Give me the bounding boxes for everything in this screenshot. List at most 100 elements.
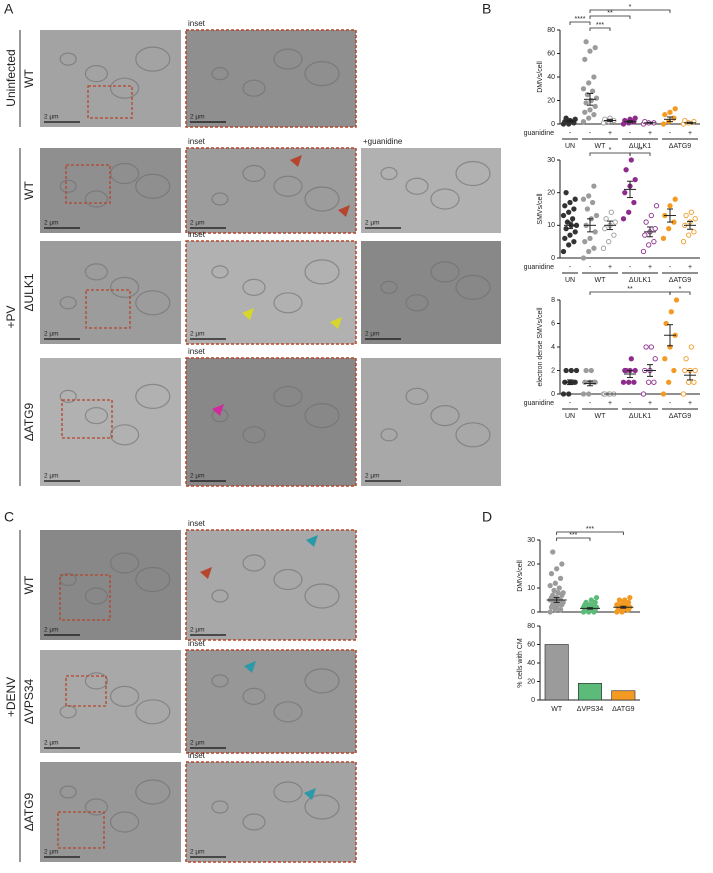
texture: [135, 290, 171, 316]
row-label: guanidine: [524, 264, 554, 271]
y-tick-label: 4: [551, 344, 555, 351]
texture: [380, 166, 398, 181]
data-point: [563, 190, 569, 196]
data-point: [686, 379, 692, 385]
y-tick-label: 10: [547, 222, 555, 229]
data-point: [560, 248, 567, 255]
data-point: [582, 109, 588, 115]
data-point: [591, 183, 597, 189]
condition-label: -: [669, 400, 672, 407]
data-point: [584, 206, 591, 212]
data-point: [652, 225, 658, 232]
scale-label: 2 µm: [44, 627, 59, 634]
micrograph: [186, 650, 356, 753]
texture: [84, 190, 109, 208]
scale-label: 2 µm: [190, 331, 205, 338]
data-point: [668, 309, 674, 315]
inset-box: [59, 574, 111, 621]
data-point: [627, 594, 633, 601]
inset-label: inset: [188, 519, 206, 528]
data-point: [646, 379, 652, 385]
data-point: [554, 566, 560, 572]
condition-label: +: [688, 264, 692, 271]
texture: [109, 552, 140, 574]
data-point: [643, 344, 649, 350]
data-point: [588, 367, 594, 374]
scale-label: 2 µm: [44, 849, 59, 856]
data-point: [621, 597, 628, 603]
texture: [242, 687, 266, 705]
group-label: WT: [595, 277, 607, 284]
data-point: [632, 176, 638, 183]
significance-bracket: [556, 537, 591, 541]
inset-frame: [185, 240, 357, 345]
y-tick-label: 40: [527, 660, 535, 667]
data-point: [620, 216, 627, 222]
data-point: [550, 549, 556, 555]
data-point: [560, 590, 566, 596]
data-point: [555, 590, 561, 596]
condition-label: -: [629, 130, 632, 137]
data-point: [587, 107, 593, 113]
condition-label: +DENV: [4, 677, 18, 717]
data-point: [572, 196, 578, 202]
group-label: ΔULK1: [629, 143, 651, 150]
data-point: [673, 297, 680, 303]
data-point: [593, 212, 600, 219]
texture: [135, 173, 171, 199]
y-tick-label: 30: [527, 537, 535, 544]
y-tick-label: 60: [547, 50, 555, 57]
micrograph: [40, 30, 181, 127]
data-point: [691, 229, 697, 235]
data-point: [667, 203, 673, 209]
data-point: [612, 219, 618, 225]
data-point: [580, 255, 587, 261]
data-point: [582, 56, 588, 63]
group-label: UN: [565, 413, 575, 420]
texture: [273, 781, 303, 803]
data-point: [591, 111, 597, 118]
data-point: [552, 580, 559, 586]
data-point: [680, 239, 687, 245]
panel-letter: D: [482, 509, 492, 525]
data-point: [586, 193, 592, 199]
texture: [59, 52, 77, 66]
significance-bracket: [569, 21, 591, 25]
condition-label: -: [589, 400, 592, 407]
condition-label: +: [648, 400, 652, 407]
data-point: [589, 88, 596, 94]
data-point: [672, 106, 678, 112]
y-tick-label: 60: [527, 641, 535, 648]
significance-label: **: [637, 147, 643, 154]
y-axis-label: % cells with CM: [517, 638, 524, 688]
panel-letter: B: [482, 1, 491, 17]
data-point: [688, 209, 694, 215]
group-label: ΔATG9: [669, 277, 692, 284]
data-point: [680, 391, 687, 397]
significance-label: ***: [569, 532, 577, 539]
data-point: [587, 235, 593, 242]
texture: [109, 77, 140, 99]
row-label: ΔATG9: [22, 792, 36, 831]
data-point: [640, 391, 647, 397]
data-point: [583, 599, 589, 606]
texture: [135, 383, 171, 409]
texture: [135, 46, 171, 72]
data-point: [551, 587, 557, 594]
texture: [273, 701, 303, 723]
data-point: [568, 367, 574, 374]
row-label: guanidine: [524, 400, 554, 407]
data-point: [557, 575, 564, 582]
y-tick-label: 0: [551, 391, 555, 398]
micrograph: [40, 241, 181, 344]
x-tick-label: WT: [551, 706, 563, 713]
inset-box: [57, 811, 105, 849]
texture: [380, 280, 398, 294]
data-point: [548, 570, 555, 577]
data-point: [592, 44, 598, 51]
condition-label: +: [648, 130, 652, 137]
data-point: [566, 391, 572, 397]
data-point: [580, 391, 587, 397]
